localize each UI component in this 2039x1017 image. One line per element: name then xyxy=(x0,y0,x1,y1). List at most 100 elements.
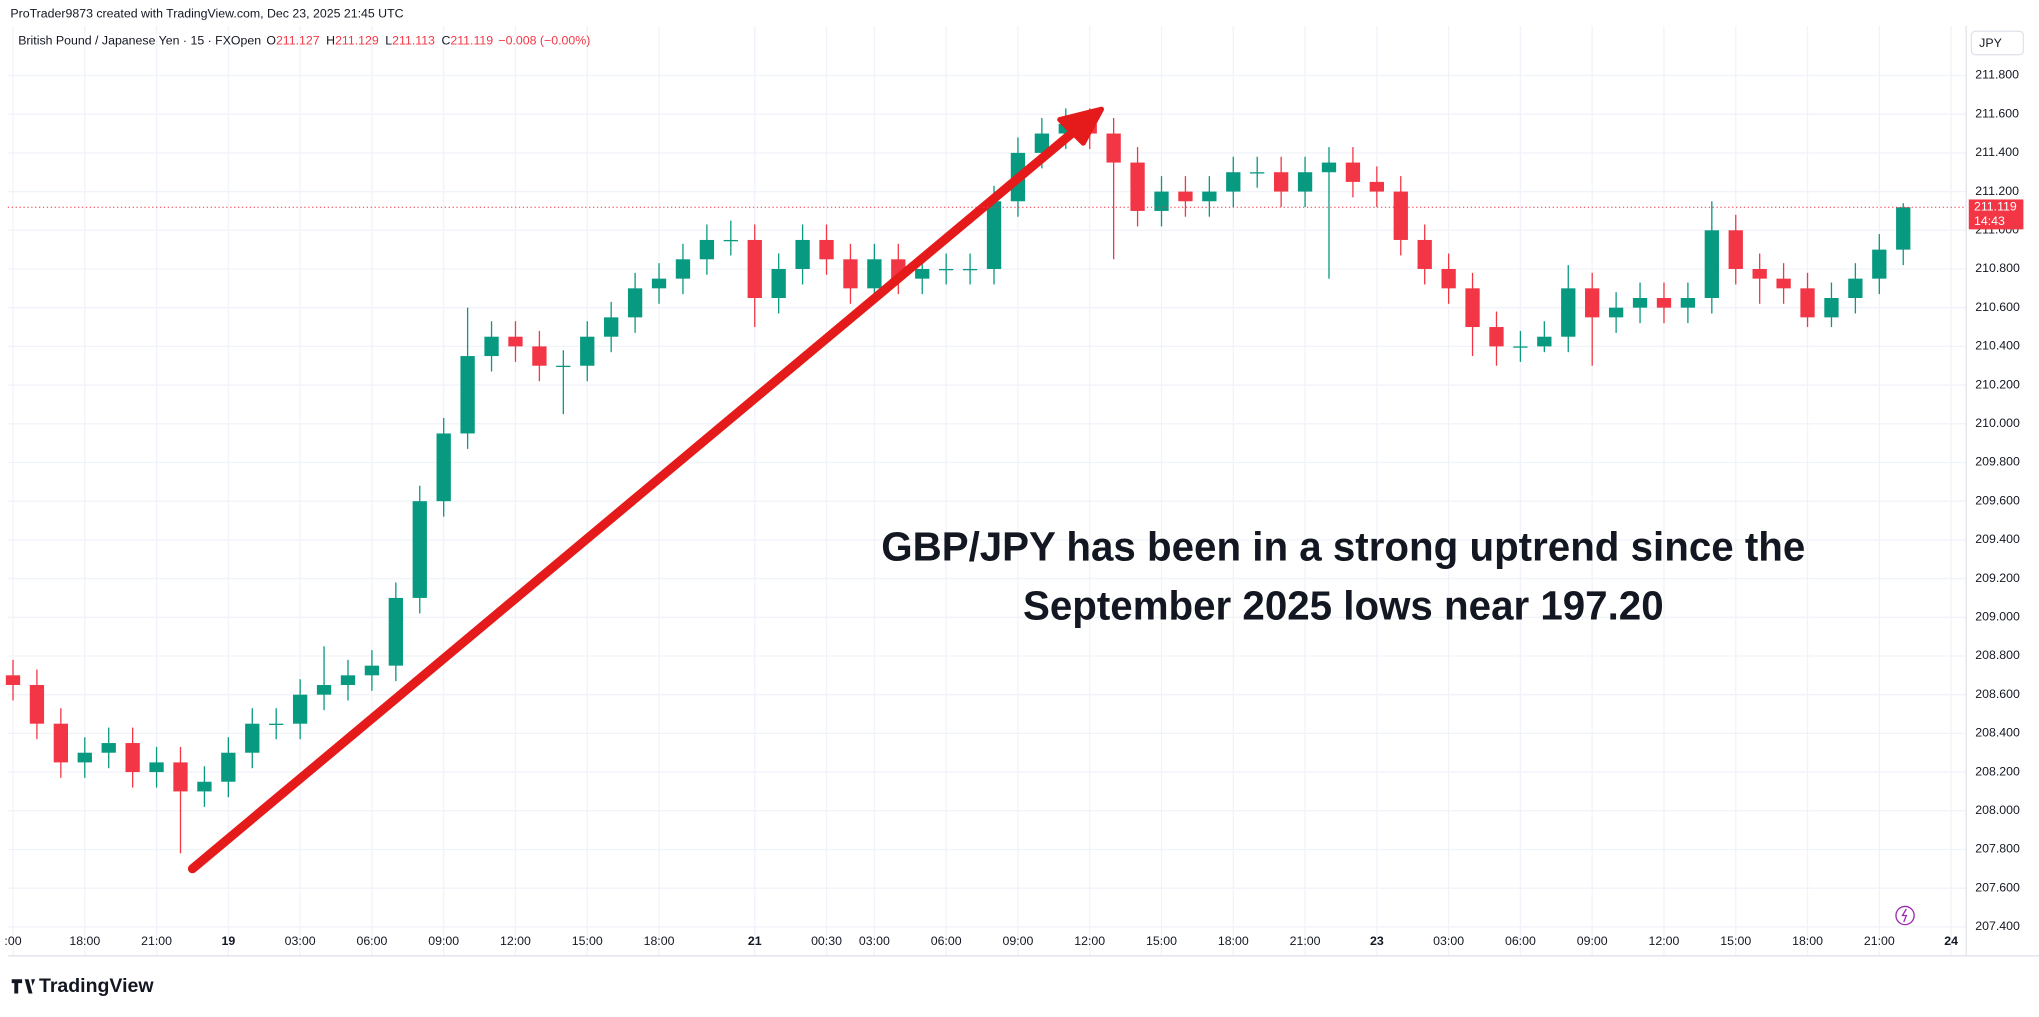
candle-body xyxy=(1273,172,1289,192)
candle-body xyxy=(723,239,738,242)
candle-body xyxy=(939,268,954,271)
x-tick-label: 18:00 xyxy=(69,934,100,948)
candle-body xyxy=(1489,327,1504,347)
candle-body xyxy=(292,694,308,724)
candle-body xyxy=(1345,162,1361,182)
candle-body xyxy=(53,723,69,763)
ohlc-label: O xyxy=(266,34,276,48)
ohlc-label: H xyxy=(326,34,335,48)
candle-body xyxy=(1034,133,1050,153)
candle-body xyxy=(412,501,427,598)
y-tick-label: 211.600 xyxy=(1975,106,2019,120)
annotation: GBP/JPY has been in a strong uptrend sin… xyxy=(881,525,1805,570)
candle-body xyxy=(962,268,978,271)
candle-body xyxy=(1656,298,1672,308)
candle-body xyxy=(1297,172,1313,192)
x-tick-label: 21:00 xyxy=(1864,934,1895,948)
y-tick-label: 209.400 xyxy=(1975,532,2020,546)
candle-body xyxy=(340,675,356,685)
candle-body xyxy=(388,597,403,666)
x-tick-label: 03:00 xyxy=(1433,934,1464,948)
y-tick-label: 207.600 xyxy=(1975,880,2020,894)
candle-body xyxy=(1704,230,1719,299)
candle-body xyxy=(269,723,284,725)
ohlc-value: 211.127 xyxy=(276,34,320,48)
x-tick-label: 21 xyxy=(748,934,762,948)
candle-body xyxy=(532,346,547,366)
candle-body xyxy=(843,259,858,289)
candle-body xyxy=(1561,288,1576,337)
y-tick-label: 209.600 xyxy=(1975,493,2020,507)
y-tick-label: 208.000 xyxy=(1975,803,2020,817)
x-tick-label: 15:00 xyxy=(1720,934,1751,948)
y-tick-label: 210.000 xyxy=(1975,416,2020,430)
change: −0.008 (−0.00%) xyxy=(498,34,590,48)
x-tick-label: 15:00 xyxy=(572,934,603,948)
candle-body xyxy=(197,781,212,792)
candle-body xyxy=(1441,268,1456,289)
candle-body xyxy=(29,684,45,724)
candle-body xyxy=(1585,288,1600,318)
x-tick-label: 06:00 xyxy=(931,934,962,948)
ohlc-value: 211.113 xyxy=(392,34,435,48)
alert-bolt xyxy=(1901,908,1908,923)
candle-body xyxy=(1680,298,1696,308)
brand-logo xyxy=(11,979,36,994)
currency: JPY xyxy=(1979,36,2002,50)
candle-body xyxy=(1465,288,1480,328)
candle-body xyxy=(1800,288,1815,318)
y-tick-label: 207.400 xyxy=(1975,919,2020,933)
y-tick-label: 209.000 xyxy=(1975,610,2020,624)
x-tick-label: 19 xyxy=(221,934,235,948)
x-tick-label: 12:00 xyxy=(500,934,531,948)
candle-body xyxy=(1896,207,1911,250)
ohlc-label: L xyxy=(385,34,392,48)
ohlc-label: C xyxy=(441,34,450,48)
price-tag-value: 211.119 xyxy=(1974,200,2017,214)
candle-body xyxy=(580,336,595,366)
candle-body xyxy=(1608,307,1624,318)
arrow-head xyxy=(1057,106,1105,146)
candle-body xyxy=(1417,239,1432,269)
candle-body xyxy=(508,336,523,347)
candle-body xyxy=(747,239,762,299)
candle-body xyxy=(1632,298,1648,308)
x-tick-label: 03:00 xyxy=(285,934,316,948)
brand-name: TradingView xyxy=(39,975,154,997)
candle-body xyxy=(915,268,930,279)
candle-body xyxy=(1202,191,1217,202)
symbol: British Pound / Japanese Yen · 15 · FXOp… xyxy=(18,34,261,48)
alert-icon[interactable] xyxy=(1895,905,1915,926)
candle-body xyxy=(1250,172,1265,174)
price-tag-countdown: 14:43 xyxy=(1974,214,2005,228)
x-tick-label: 06:00 xyxy=(356,934,387,948)
currency-box[interactable] xyxy=(1970,30,2025,56)
candle-body xyxy=(1130,162,1145,211)
x-tick-label: 18:00 xyxy=(644,934,675,948)
x-tick-label: 09:00 xyxy=(1002,934,1033,948)
candle-body xyxy=(101,743,116,753)
y-tick-label: 211.400 xyxy=(1975,145,2019,159)
y-tick-label: 207.800 xyxy=(1975,842,2020,856)
candle-body xyxy=(173,762,188,792)
y-tick-label: 210.600 xyxy=(1975,300,2020,314)
price-tag xyxy=(1968,199,2024,230)
candle-body xyxy=(1393,191,1408,240)
y-tick-label: 208.800 xyxy=(1975,648,2020,662)
candle-body xyxy=(986,201,1002,269)
x-tick-label: 24 xyxy=(1944,934,1958,948)
candle-body xyxy=(436,433,451,502)
ohlc-value: 211.119 xyxy=(450,34,493,48)
candle-body xyxy=(1369,181,1384,192)
x-tick-label: 09:00 xyxy=(428,934,459,948)
x-tick-label: 18:00 xyxy=(1218,934,1249,948)
candle-body xyxy=(1178,191,1193,202)
candle-body xyxy=(1106,133,1121,163)
candle-body xyxy=(5,675,21,685)
candle-body xyxy=(867,259,882,289)
y-tick-label: 210.400 xyxy=(1975,339,2020,353)
candle-body xyxy=(1154,191,1169,211)
candle-body xyxy=(1321,162,1337,173)
x-tick-label: 21:00 xyxy=(141,934,172,948)
candle-body xyxy=(125,743,140,773)
